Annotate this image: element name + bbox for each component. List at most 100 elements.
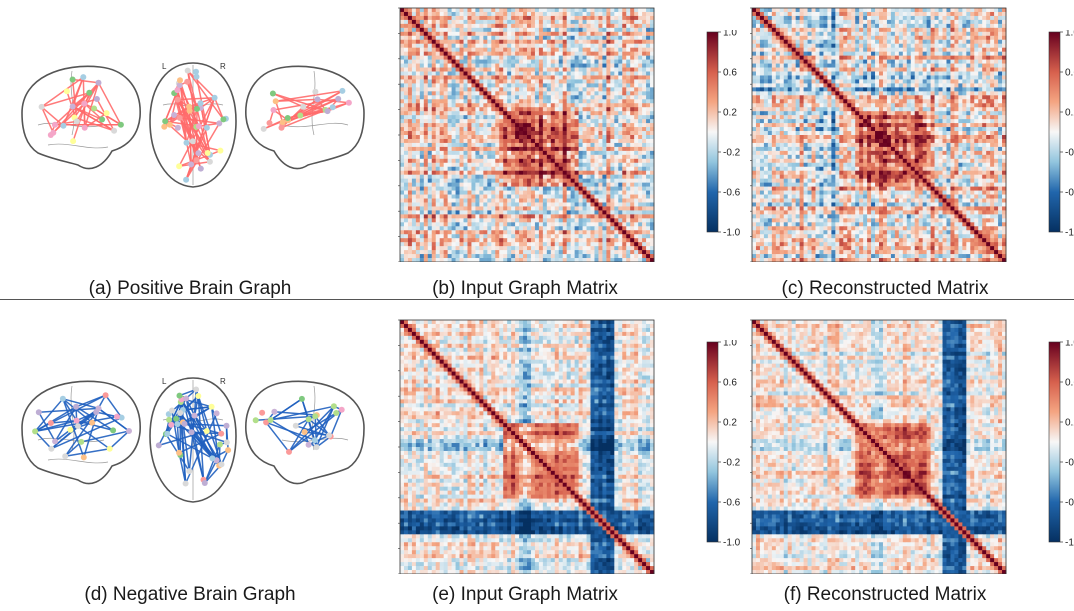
heatmap-cell [534,67,540,72]
heatmap-cell [455,158,460,164]
heatmap-cell [423,198,429,203]
heatmap-cell [630,119,635,124]
heatmap-cell [431,23,437,29]
heatmap-cell [546,119,552,124]
heatmap-cell [479,234,484,239]
heatmap-cell [875,35,880,41]
heatmap-cell [459,43,464,49]
heatmap-cell [582,35,587,41]
heatmap-cell [491,43,496,49]
heatmap-cell [467,190,472,195]
heatmap-cell [487,258,492,262]
heatmap-cell [475,166,480,172]
heatmap-cell [475,178,480,184]
heatmap-cell [534,11,540,17]
heatmap-cell [871,27,876,33]
heatmap-cell [423,142,429,148]
heatmap-cell [491,115,496,120]
heatmap-cell [483,15,488,21]
heatmap-cell [491,246,496,251]
heatmap-cell [491,55,496,60]
heatmap-cell [491,242,496,247]
heatmap-cell [630,115,635,120]
heatmap-cell [467,127,472,132]
heatmap-cell [606,150,611,156]
heatmap-cell [598,170,603,176]
heatmap-cell [511,131,516,136]
heatmap-cell [471,182,476,187]
heatmap-cell [415,99,421,104]
heatmap-cell [495,142,500,148]
heatmap-cell [423,214,429,219]
heatmap-cell [403,43,409,49]
heatmap-cell [407,222,413,227]
heatmap-cell [503,91,508,96]
heatmap-cell [411,194,417,199]
heatmap-cell [415,19,421,25]
heatmap-cell [542,158,548,164]
heatmap-cell [527,107,532,112]
heatmap-cell [467,75,472,80]
heatmap-cell [530,35,536,41]
heatmap-cell [570,27,576,33]
heatmap-cell [507,91,512,96]
heatmap-cell [467,15,472,21]
heatmap-cell [550,242,556,247]
heatmap-cell [546,182,552,187]
heatmap-cell [954,19,959,25]
heatmap-cell [419,158,425,164]
heatmap-cell [875,23,880,29]
heatmap-cell [771,27,777,33]
heatmap-cell [926,15,931,21]
heatmap-cell [443,67,449,72]
heatmap-cell [515,254,520,259]
heatmap-cell [451,119,456,124]
heatmap-cell [582,186,587,191]
heatmap-cell [626,39,631,45]
heatmap-cell [566,35,572,41]
heatmap-cell [590,190,595,195]
heatmap-cell [926,8,931,13]
heatmap-cell [558,115,564,120]
heatmap-cell [626,162,631,168]
heatmap-cell [459,91,464,96]
heatmap-cell [495,138,500,144]
heatmap-cell [439,91,445,96]
heatmap-cell [835,23,840,29]
heatmap-cell [435,194,441,199]
heatmap-cell [622,214,627,219]
heatmap-cell [578,127,583,132]
heatmap-cell [495,39,500,45]
heatmap-cell [986,39,991,45]
heatmap-cell [610,218,615,223]
heatmap-cell [566,15,572,21]
heatmap-cell [558,174,564,180]
heatmap-cell [558,146,564,152]
heatmap-cell [642,31,647,37]
heatmap-cell [471,146,476,152]
heatmap-cell [586,119,591,124]
heatmap-cell [938,19,943,25]
heatmap-cell [570,47,576,53]
heatmap-cell [562,250,568,255]
heatmap-cell [590,202,595,207]
heatmap-cell [622,95,627,100]
heatmap-cell [618,214,623,219]
heatmap-cell [459,258,464,262]
heatmap-cell [618,47,623,53]
heatmap-cell [546,234,552,239]
heatmap-cell [1002,27,1007,33]
heatmap-cell [534,138,540,144]
heatmap-cell [630,59,635,64]
heatmap-cell [419,87,425,92]
heatmap-cell [590,8,595,13]
heatmap-cell [471,230,476,235]
heatmap-cell [550,194,556,199]
heatmap-cell [930,39,935,45]
heatmap-cell [646,162,651,168]
heatmap-cell [483,222,488,227]
heatmap-cell [503,146,508,152]
heatmap-cell [419,186,425,191]
heatmap-cell [962,8,967,13]
heatmap-cell [487,39,492,45]
